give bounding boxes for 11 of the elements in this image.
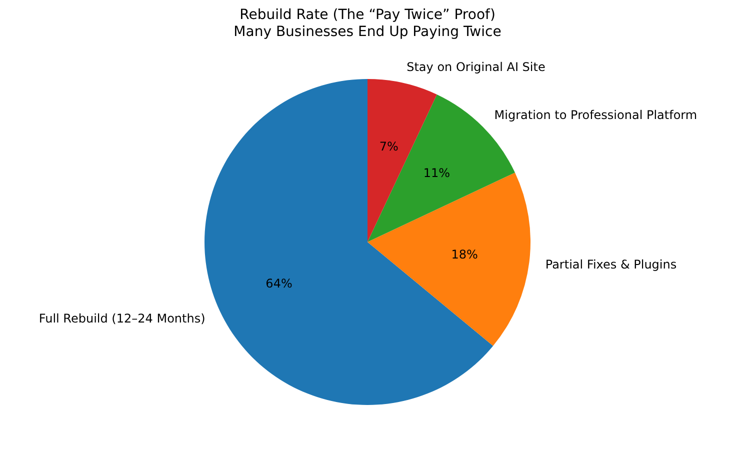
slice-label: Stay on Original AI Site <box>406 60 546 74</box>
data-label: 64% <box>266 276 292 291</box>
data-label: 11% <box>423 166 450 180</box>
data-label: 7% <box>379 140 398 154</box>
slice-label: Partial Fixes & Plugins <box>545 257 677 272</box>
slice-label: Full Rebuild (12–24 Months) <box>38 311 206 326</box>
chart-title: Rebuild Rate (The “Pay Twice” Proof) <box>240 7 496 23</box>
slice-label: Migration to Professional Platform <box>494 108 698 122</box>
data-label: 18% <box>451 247 478 262</box>
pie-slice <box>204 79 494 405</box>
chart-subtitle: Many Businesses End Up Paying Twice <box>234 24 502 40</box>
